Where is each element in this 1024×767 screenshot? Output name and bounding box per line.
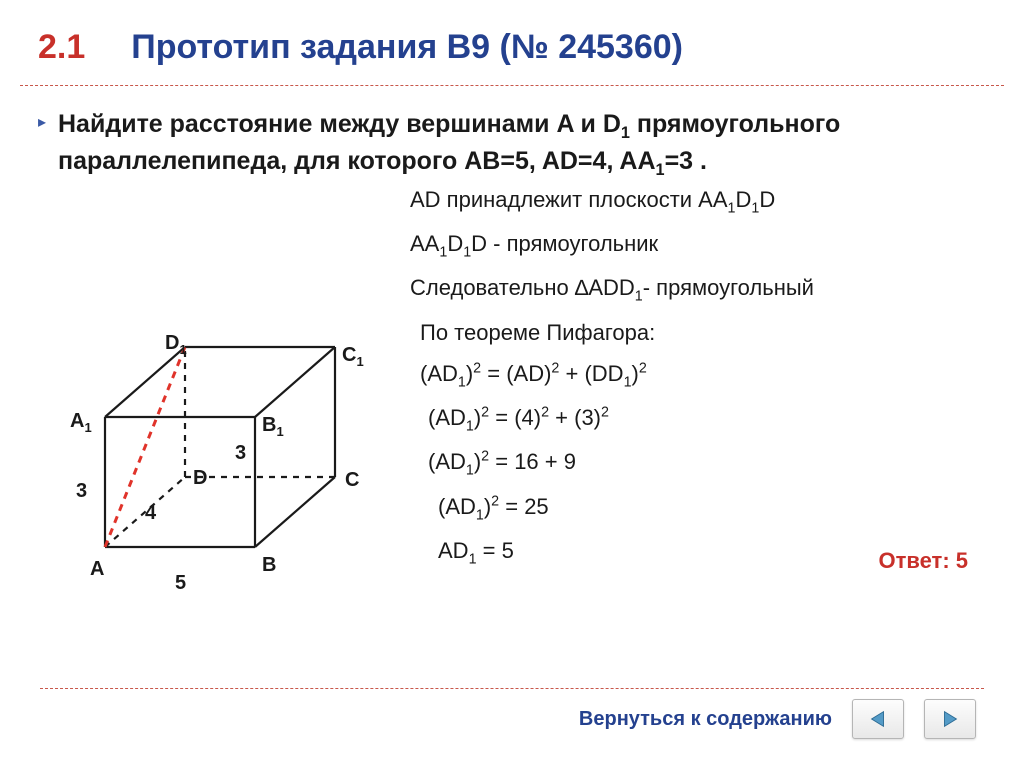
slide-footer: Вернуться к содержанию xyxy=(579,699,976,739)
solution-line-0: AD принадлежит плоскости AA1D1D xyxy=(410,182,994,220)
heading-number: 2.1 xyxy=(38,28,85,67)
heading-title: Прототип задания B9 (№ 245360) xyxy=(131,28,683,67)
solution-line-1: AA1D1D - прямоугольник xyxy=(410,226,994,264)
problem-text: Найдите расстояние между вершинами A и D… xyxy=(58,108,994,182)
vertex-label-A: A xyxy=(90,558,104,581)
solution-line-5: (AD1)2 = (4)2 + (3)2 xyxy=(410,400,994,438)
vertex-label-B1: B1 xyxy=(262,414,284,439)
cuboid-svg xyxy=(70,262,370,592)
triangle-right-icon xyxy=(939,708,961,730)
solution-steps: AD принадлежит плоскости AA1D1D AA1D1D - … xyxy=(410,182,1024,602)
dimension-label: 4 xyxy=(145,502,156,525)
vertex-label-D: D xyxy=(193,467,207,490)
next-button[interactable] xyxy=(924,699,976,739)
slide-heading: 2.1 Прототип задания B9 (№ 245360) xyxy=(0,0,1024,85)
vertex-label-A1: A1 xyxy=(70,410,92,435)
triangle-left-icon xyxy=(867,708,889,730)
solution-line-6: (AD1)2 = 16 + 9 xyxy=(410,444,994,482)
main-content: D1 C1 A1 B1 D C A B 3 3 4 5 AD принадлежит плоскост… xyxy=(0,182,1024,602)
problem-statement: Найдите расстояние между вершинами A и D… xyxy=(0,86,1024,182)
solution-line-7: (AD1)2 = 25 xyxy=(410,489,994,527)
dimension-label: 5 xyxy=(175,572,186,595)
vertex-label-C1: C1 xyxy=(342,344,364,369)
return-link[interactable]: Вернуться к содержанию xyxy=(579,708,832,731)
diagram-area: D1 C1 A1 B1 D C A B 3 3 4 5 xyxy=(0,182,410,602)
footer-divider xyxy=(40,688,984,689)
prev-button[interactable] xyxy=(852,699,904,739)
solution-line-4: (AD1)2 = (AD)2 + (DD1)2 xyxy=(410,356,994,394)
dimension-label: 3 xyxy=(235,442,246,465)
vertex-label-B: B xyxy=(262,554,276,577)
cuboid-diagram: D1 C1 A1 B1 D C A B 3 3 4 5 xyxy=(70,262,370,592)
solution-line-3: По теореме Пифагора: xyxy=(410,315,994,350)
solution-line-2: Следовательно ∆ADD1- прямоугольный xyxy=(410,270,994,308)
answer-label: Ответ: 5 xyxy=(878,548,968,574)
vertex-label-D1: D1 xyxy=(165,332,187,357)
dimension-label: 3 xyxy=(76,480,87,503)
vertex-label-C: C xyxy=(345,469,359,492)
